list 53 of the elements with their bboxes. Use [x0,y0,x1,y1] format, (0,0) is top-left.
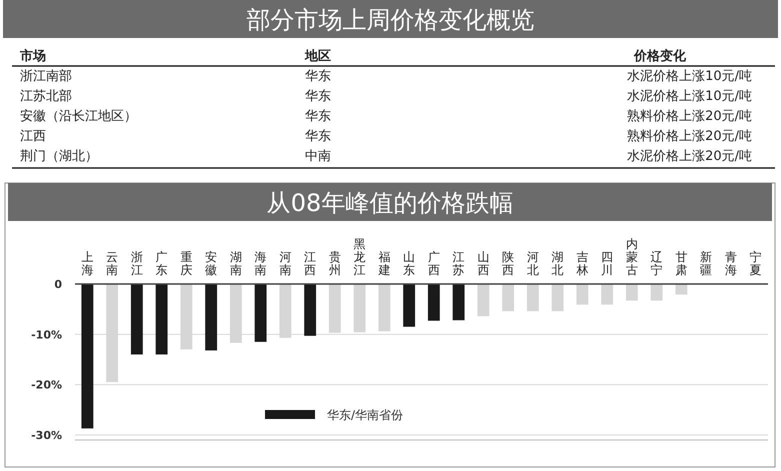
text: 荆门（湖北） [20,148,98,164]
x-tick-label: 陕西 [502,250,514,277]
x-tick-label: 河北 [526,250,539,277]
x-tick-label: 江西 [304,250,316,277]
x-tick-label: 湖北 [552,250,564,277]
text: 水泥价格上涨20元/吨 [627,149,752,164]
text: 熟料价格上涨20元/吨 [627,109,752,124]
x-tick-label: 辽宁 [650,250,663,277]
text: 安徽（沿长江地区） [20,108,137,124]
x-tick-label: 云南 [106,250,118,277]
text: 水泥价格上涨10元/吨 [627,89,752,104]
x-tick-label: 上海 [81,250,94,277]
chart-title: 从08年峰值的价格跌幅 [266,189,514,217]
x-tick-label: 甘肃 [675,250,688,277]
legend-label: 华东/华南省份 [327,408,404,422]
x-tick-label: 江苏 [452,250,465,277]
x-tick-label: 广东 [156,250,168,277]
text: 水泥价格上涨10元/吨 [627,69,752,84]
text: 华东 [305,129,331,144]
text: 部分市场上周价格变化概览 [246,6,534,34]
x-tick-label: 重庆 [180,250,192,277]
y-tick-label: -20% [31,378,62,392]
text: 价格变化 [633,48,687,64]
x-tick-label: 黑龙江 [354,237,366,277]
x-tick-label: 海南 [254,250,267,277]
text: 浙江南部 [20,69,72,84]
text: 熟料价格上涨20元/吨 [627,129,752,144]
x-tick-label: 山西 [477,250,490,277]
text: 地区 [304,49,331,64]
y-tick-label: 0 [54,278,62,291]
x-tick-label: 内蒙古 [626,237,638,277]
x-tick-label: 安徽 [205,250,218,277]
x-tick-label: 湖南 [230,250,242,277]
y-tick-label: -10% [31,328,62,342]
x-tick-label: 新疆 [700,250,712,277]
text: 华东 [305,109,331,124]
x-tick-label: 广西 [428,250,440,277]
x-tick-label: 浙江 [130,250,143,277]
x-tick-label: 青海 [724,250,737,277]
text: 江西 [20,129,46,144]
y-tick-label: -30% [31,428,62,442]
x-tick-label: 四川 [601,250,614,277]
x-tick-label: 河南 [279,250,292,277]
x-tick-label: 福建 [377,250,390,277]
text: 华东 [305,69,331,84]
x-tick-label: 贵州 [328,250,341,277]
x-tick-label: 宁夏 [750,250,762,277]
text: 华东 [305,89,331,104]
x-tick-label: 吉林 [575,250,588,277]
text: 江苏北部 [20,89,72,104]
x-tick-label: 山东 [403,250,416,277]
text: 中南 [305,149,331,164]
text: 市场 [19,48,46,64]
